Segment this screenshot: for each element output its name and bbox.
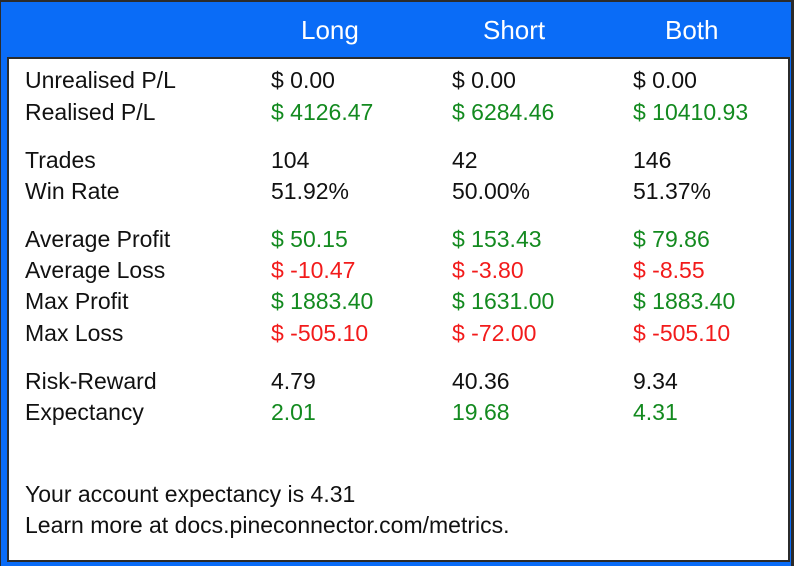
metric-value-short: $ 153.43	[452, 226, 542, 252]
metric-value-both: $ 1883.40	[633, 288, 736, 314]
metric-label: Trades	[25, 147, 96, 173]
metric-value-short: $ -72.00	[452, 320, 537, 346]
metric-value-long: 2.01	[271, 399, 316, 425]
metric-row-realised-pl: Realised P/L $ 4126.47 $ 6284.46 $ 10410…	[9, 99, 788, 129]
metric-label: Unrealised P/L	[25, 67, 176, 93]
metric-value-short: $ 6284.46	[452, 99, 555, 125]
metric-row-risk-reward: Risk-Reward 4.79 40.36 9.34	[9, 368, 788, 398]
metric-value-long: 104	[271, 147, 310, 173]
metric-row-expectancy: Expectancy 2.01 19.68 4.31	[9, 399, 788, 429]
metric-value-both: $ 10410.93	[633, 99, 749, 125]
learn-more-text: Learn more at docs.pineconnector.com/met…	[25, 512, 510, 538]
metric-label: Max Loss	[25, 320, 124, 346]
metric-value-both: $ -8.55	[633, 257, 705, 283]
metric-value-long: $ 50.15	[271, 226, 348, 252]
metric-value-both: $ -505.10	[633, 320, 731, 346]
metric-value-short: $ 0.00	[452, 67, 516, 93]
metric-value-short: $ 1631.00	[452, 288, 555, 314]
metric-value-both: 51.37%	[633, 178, 712, 204]
header-both: Both	[665, 15, 719, 45]
metric-value-short: 19.68	[452, 399, 510, 425]
metric-value-both: $ 79.86	[633, 226, 710, 252]
metric-label: Max Profit	[25, 288, 129, 314]
metric-row-max-loss: Max Loss $ -505.10 $ -72.00 $ -505.10	[9, 320, 788, 350]
account-expectancy-text: Your account expectancy is 4.31	[25, 481, 356, 507]
metric-value-long: $ -10.47	[271, 257, 356, 283]
metric-value-both: 9.34	[633, 368, 678, 394]
metric-value-long: $ -505.10	[271, 320, 369, 346]
header-long: Long	[301, 15, 359, 45]
metric-label: Win Rate	[25, 178, 120, 204]
metrics-panel: Unrealised P/L $ 0.00 $ 0.00 $ 0.00 Real…	[7, 57, 790, 562]
metric-row-win-rate: Win Rate 51.92% 50.00% 51.37%	[9, 178, 788, 208]
metric-value-short: 50.00%	[452, 178, 531, 204]
metric-value-long: $ 4126.47	[271, 99, 374, 125]
metric-row-average-loss: Average Loss $ -10.47 $ -3.80 $ -8.55	[9, 257, 788, 287]
metric-value-long: 4.79	[271, 368, 316, 394]
metric-value-both: 146	[633, 147, 672, 173]
metric-value-short: $ -3.80	[452, 257, 524, 283]
metric-label: Expectancy	[25, 399, 144, 425]
metric-label: Realised P/L	[25, 99, 156, 125]
metric-row-trades: Trades 104 42 146	[9, 147, 788, 177]
metric-value-both: $ 0.00	[633, 67, 697, 93]
metric-value-short: 40.36	[452, 368, 510, 394]
metric-label: Average Profit	[25, 226, 171, 252]
metric-value-both: 4.31	[633, 399, 678, 425]
metric-value-long: $ 1883.40	[271, 288, 374, 314]
metric-row-average-profit: Average Profit $ 50.15 $ 153.43 $ 79.86	[9, 226, 788, 256]
metric-value-short: 42	[452, 147, 478, 173]
metric-value-long: $ 0.00	[271, 67, 335, 93]
column-header: Long Short Both	[1, 2, 791, 58]
header-short: Short	[483, 15, 546, 45]
metric-row-unrealised-pl: Unrealised P/L $ 0.00 $ 0.00 $ 0.00	[9, 67, 788, 97]
metric-label: Average Loss	[25, 257, 166, 283]
metric-label: Risk-Reward	[25, 368, 157, 394]
metric-row-max-profit: Max Profit $ 1883.40 $ 1631.00 $ 1883.40	[9, 288, 788, 318]
metric-value-long: 51.92%	[271, 178, 350, 204]
